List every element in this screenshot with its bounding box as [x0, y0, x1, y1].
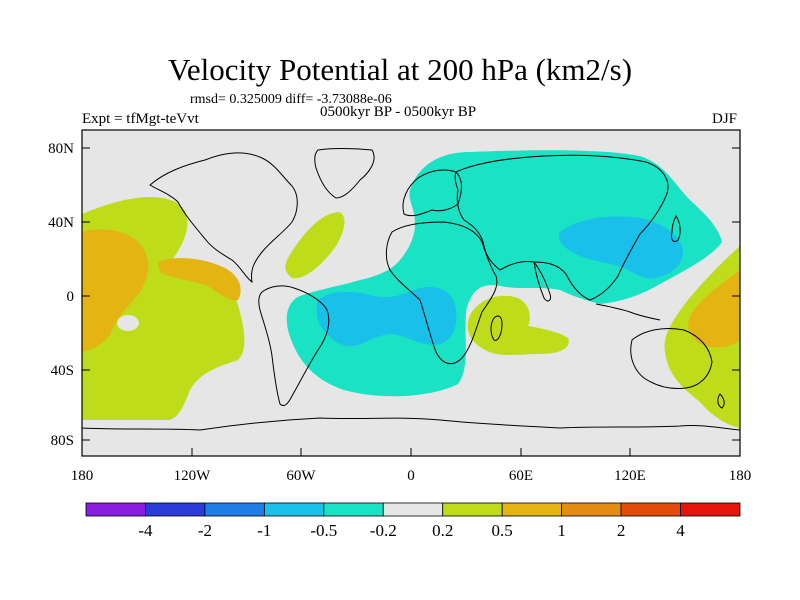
colorbar-label: 4: [676, 521, 685, 540]
asia-moderate-negative: [559, 216, 683, 279]
africa-coast: [385, 221, 498, 365]
x-tick-label: 120W: [174, 468, 212, 484]
x-tick-label: 180: [71, 468, 94, 484]
north-america-coast: [149, 152, 298, 284]
x-tick-label: 60W: [286, 468, 316, 484]
pacific-moderate-region-2: [158, 258, 241, 301]
season-label: DJF: [712, 111, 738, 127]
colorbar-label: 2: [617, 521, 626, 540]
pacific-hole: [117, 315, 139, 331]
australia-coast: [630, 327, 713, 389]
y-tick-label: 0: [67, 289, 75, 305]
asia-coast: [454, 154, 669, 301]
colorbar-label: 0.5: [492, 521, 513, 540]
colorbar-label: 0.2: [432, 521, 453, 540]
stats-label: rmsd= 0.325009 diff= -3.73088e-06: [190, 92, 392, 107]
japan-coast: [671, 215, 681, 243]
colorbar-label: -0.5: [310, 521, 337, 540]
x-tick-label: 60E: [509, 468, 533, 484]
antarctica-coast: [81, 417, 741, 431]
atlantic-moderate-negative: [316, 286, 457, 346]
pacific-moderate-region: [82, 229, 149, 352]
colorbar-swatch: [442, 502, 503, 517]
colorbar-label: -4: [138, 521, 153, 540]
colorbar-label: -1: [257, 521, 271, 540]
colorbar-label: -2: [198, 521, 212, 540]
period-label: 0500kyr BP - 0500kyr BP: [320, 104, 477, 120]
experiment-label: Expt = tfMgt-teVvt: [82, 111, 199, 127]
colorbar-label: 1: [557, 521, 566, 540]
atlantic-positive-region: [285, 212, 345, 279]
y-tick-marks: [82, 147, 740, 441]
indonesia-coast: [595, 303, 661, 321]
main-negative-region: [286, 150, 722, 397]
west-pacific-moderate-region: [688, 270, 740, 348]
colorbar-swatch: [620, 502, 681, 517]
greenland-coast: [314, 148, 375, 199]
europe-coast: [402, 169, 462, 217]
colorbar-swatch: [145, 502, 206, 517]
indian-ocean-positive-region: [467, 295, 569, 355]
x-tick-label: 180: [729, 468, 752, 484]
colorbar-label: -0.2: [370, 521, 397, 540]
colorbar-swatch: [85, 502, 146, 517]
colorbar-swatch: [323, 502, 384, 517]
india-coast: [533, 261, 551, 302]
x-tick-marks: [81, 448, 741, 456]
colorbar-swatch: [561, 502, 622, 517]
velocity-potential-field: [82, 130, 740, 456]
colorbar: -4 -2 -1 -0.5 -0.2 0.2 0.5 1 2 4: [85, 502, 741, 540]
new-zealand-coast: [717, 393, 725, 409]
y-tick-label: 40N: [48, 215, 74, 231]
colorbar-swatch: [263, 502, 325, 517]
plot-title: Velocity Potential at 200 hPa (km2/s): [167, 52, 633, 87]
colorbar-swatch: [382, 502, 444, 517]
colorbar-swatch: [204, 502, 265, 517]
colorbar-swatch: [680, 502, 741, 517]
y-tick-label: 80N: [48, 141, 74, 157]
x-tick-label: 0: [407, 468, 415, 484]
coastlines: [81, 148, 741, 431]
colorbar-swatch: [501, 502, 563, 517]
south-america-coast: [258, 285, 330, 407]
y-tick-label: 80S: [51, 433, 74, 449]
madagascar-coast: [490, 315, 503, 341]
y-tick-label: 40S: [51, 363, 74, 379]
x-tick-label: 120E: [614, 468, 646, 484]
